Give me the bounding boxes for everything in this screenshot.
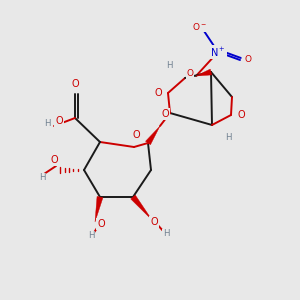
Text: H: H [163, 230, 169, 238]
Text: O: O [55, 116, 63, 126]
Text: O: O [154, 88, 162, 98]
Polygon shape [196, 69, 212, 76]
Text: O: O [132, 130, 140, 140]
Text: O: O [150, 217, 158, 227]
Text: H: H [44, 119, 50, 128]
Text: O: O [244, 56, 251, 64]
Text: O: O [97, 219, 105, 229]
Text: H: H [39, 173, 45, 182]
Text: O: O [71, 79, 79, 89]
Polygon shape [146, 126, 160, 145]
Polygon shape [95, 196, 103, 222]
Text: N$^+$: N$^+$ [210, 45, 226, 58]
Text: O: O [50, 155, 58, 165]
Text: H: H [88, 232, 94, 241]
Text: O$^-$: O$^-$ [193, 20, 208, 32]
Polygon shape [131, 195, 152, 220]
Text: O: O [187, 70, 194, 79]
Text: O: O [161, 109, 169, 119]
Text: H: H [225, 133, 231, 142]
Text: O: O [237, 110, 245, 120]
Text: H: H [166, 61, 172, 70]
